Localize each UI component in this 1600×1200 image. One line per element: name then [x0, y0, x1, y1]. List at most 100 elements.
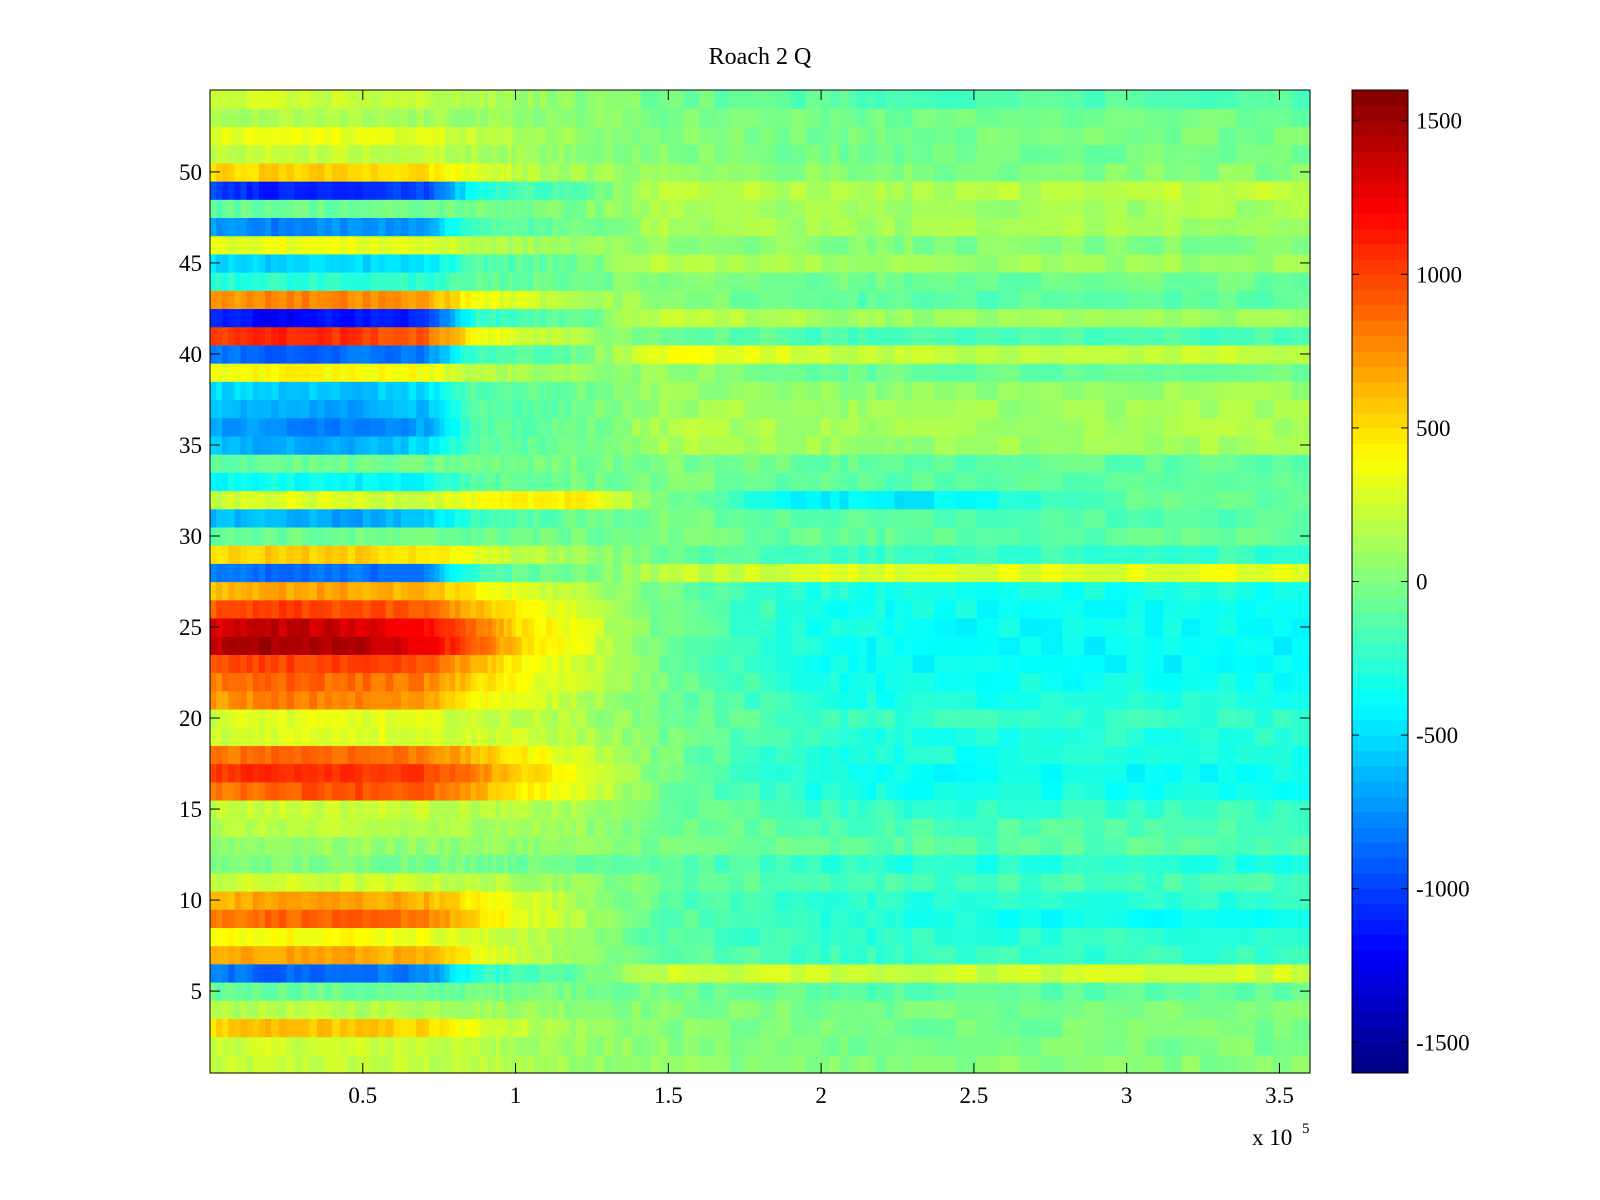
heatmap-cell — [316, 272, 326, 291]
heatmap-cell — [339, 1054, 349, 1074]
heatmap-cell — [821, 599, 831, 619]
heatmap-cell — [385, 599, 394, 619]
heatmap-cell — [286, 381, 295, 401]
heatmap-cell — [760, 599, 776, 619]
heatmap-cell — [1163, 672, 1183, 692]
heatmap-cell — [1126, 654, 1146, 674]
heatmap-cell — [460, 272, 467, 291]
heatmap-cell — [1019, 1036, 1042, 1056]
heatmap-cell — [258, 636, 266, 655]
heatmap-cell — [558, 381, 566, 401]
heatmap-cell — [1236, 545, 1256, 564]
heatmap-cell — [301, 672, 310, 692]
heatmap-cell — [576, 708, 587, 728]
heatmap-cell — [650, 308, 660, 328]
heatmap-cell — [400, 508, 410, 528]
heatmap-cell — [416, 708, 425, 728]
heatmap-cell — [309, 581, 318, 601]
heatmap-cell — [301, 399, 310, 419]
heatmap-cell — [558, 472, 566, 492]
heatmap-cell — [309, 508, 318, 528]
heatmap-cell — [729, 381, 746, 401]
heatmap-cell — [866, 963, 877, 983]
heatmap-cell — [393, 472, 402, 492]
heatmap-cell — [760, 872, 776, 892]
heatmap-cell — [408, 799, 417, 819]
heatmap-cell — [903, 1054, 914, 1074]
heatmap-cell — [934, 253, 957, 273]
heatmap-cell — [294, 472, 303, 492]
heatmap-cell — [857, 909, 868, 928]
heatmap-cell — [1291, 818, 1311, 837]
heatmap-cell — [286, 818, 295, 837]
heatmap-cell — [429, 672, 435, 692]
heatmap-cell — [839, 490, 850, 510]
heatmap-cell — [316, 872, 326, 892]
heatmap-cell — [393, 890, 402, 910]
heatmap-cell — [830, 1036, 841, 1056]
heatmap-cell — [278, 727, 287, 746]
heatmap-cell — [246, 581, 254, 601]
heatmap-cell — [698, 836, 715, 856]
heatmap-cell — [640, 417, 651, 437]
heatmap-cell — [444, 1018, 451, 1038]
heatmap-cell — [309, 909, 318, 928]
heatmap-cell — [934, 381, 957, 401]
heatmap-cell — [714, 1036, 731, 1056]
heatmap-cell — [1236, 326, 1256, 346]
heatmap-cell — [1041, 290, 1064, 310]
heatmap-cell — [1236, 636, 1256, 655]
heatmap-cell — [511, 872, 517, 892]
heatmap-cell — [830, 836, 841, 856]
heatmap-cell — [934, 508, 957, 528]
heatmap-cell — [479, 490, 485, 510]
heatmap-cell — [465, 945, 472, 965]
heatmap-cell — [265, 417, 272, 437]
heatmap-cell — [332, 872, 341, 892]
heatmap-cell — [668, 745, 685, 765]
heatmap-cell — [265, 454, 272, 473]
heatmap-cell — [470, 508, 477, 528]
heatmap-cell — [955, 381, 978, 401]
heatmap-cell — [585, 890, 596, 910]
heatmap-cell — [487, 781, 493, 801]
heatmap-cell — [309, 563, 318, 583]
heatmap-cell — [294, 745, 303, 765]
heatmap-cell — [934, 308, 957, 328]
heatmap-cell — [385, 308, 394, 328]
heatmap-cell — [1126, 272, 1146, 291]
heatmap-cell — [1218, 508, 1238, 528]
heatmap-cell — [265, 981, 272, 1001]
heatmap-cell — [483, 435, 489, 455]
heatmap-cell — [301, 1000, 310, 1019]
heatmap-cell — [934, 599, 957, 619]
heatmap-cell — [309, 617, 318, 637]
heatmap-cell — [998, 326, 1021, 346]
heatmap-cell — [355, 799, 364, 819]
heatmap-cell — [775, 490, 792, 510]
heatmap-cell — [465, 599, 472, 619]
heatmap-cell — [429, 308, 435, 328]
heatmap-cell — [839, 854, 850, 874]
heatmap-cell — [444, 490, 451, 510]
heatmap-cell — [355, 909, 364, 928]
heatmap-cell — [552, 472, 559, 492]
heatmap-cell — [429, 545, 435, 564]
heatmap-cell — [1062, 326, 1085, 346]
heatmap-cell — [265, 435, 272, 455]
heatmap-cell — [558, 963, 566, 983]
heatmap-cell — [876, 763, 886, 783]
heatmap-cell — [894, 308, 905, 328]
heatmap-cell — [729, 727, 746, 746]
heatmap-cell — [470, 1018, 477, 1038]
heatmap-cell — [998, 763, 1021, 783]
heatmap-cell — [286, 981, 295, 1001]
heatmap-cell — [595, 963, 605, 983]
heatmap-cell — [370, 326, 379, 346]
heatmap-cell — [240, 1018, 248, 1038]
heatmap-cell — [527, 326, 535, 346]
heatmap-cell — [1200, 872, 1219, 892]
heatmap-cell — [1255, 454, 1274, 473]
heatmap-cell — [729, 472, 746, 492]
heatmap-cell — [604, 290, 614, 310]
